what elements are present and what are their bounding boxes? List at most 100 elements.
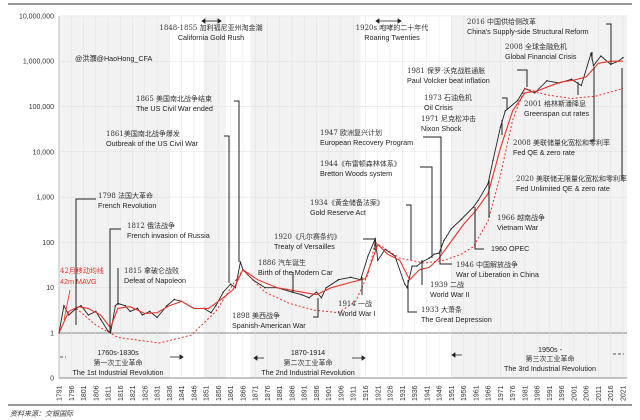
- data-point: [350, 276, 352, 278]
- era-2: 1870-1914 第二次工业革命 The 2nd Industrial Rev…: [261, 348, 355, 377]
- data-point: [301, 294, 303, 296]
- data-point: [504, 110, 506, 112]
- x-tick-label: 1801: [81, 385, 88, 401]
- annotation-leaders: [75, 23, 623, 333]
- y-tick-label: 0: [50, 376, 54, 383]
- svg-text:1950s -: 1950s -: [538, 345, 563, 354]
- data-point: [136, 307, 139, 310]
- era-arrows: [60, 352, 624, 361]
- data-point: [114, 305, 117, 307]
- x-tick-label: 1876: [265, 385, 272, 401]
- annotation-en: The Great Depression: [421, 315, 492, 324]
- data-point: [215, 305, 217, 307]
- annotation-leader: [590, 67, 595, 142]
- trend-trend2: [242, 242, 376, 314]
- svg-text:第三次工业革命: 第三次工业革命: [526, 354, 575, 363]
- svg-text:第一次工业革命: 第一次工业革命: [94, 358, 143, 367]
- svg-text:The 2nd Industrial Revolution: The 2nd Industrial Revolution: [261, 368, 355, 377]
- annotation-en: Gold Reserve Act: [310, 208, 366, 217]
- annotation-cn: 1914 一战: [338, 299, 372, 308]
- annotation-leader: [423, 136, 442, 253]
- x-tick-label: 1996: [559, 385, 566, 401]
- data-point: [499, 126, 502, 128]
- watermark: @洪灝@HaoHong_CFA: [75, 54, 153, 63]
- data-point: [124, 305, 126, 307]
- annotation-cn: 1933 大萧条: [421, 305, 462, 314]
- annotation-leader: [406, 204, 412, 260]
- annotation-cn: 1898 美西战争: [232, 311, 280, 320]
- annotation-en: Defeat of Napoleon: [124, 276, 186, 285]
- y-axis: 10,000,0001,000,000100,00010,0001,000100…: [19, 13, 54, 382]
- data-point: [600, 55, 602, 57]
- x-tick-label: 1796: [69, 385, 76, 401]
- x-tick-label: 1891: [302, 385, 309, 401]
- data-point: [492, 159, 494, 161]
- annotation-leader: [439, 253, 452, 265]
- data-point: [411, 265, 413, 267]
- y-tick-label: 10: [46, 285, 54, 292]
- data-point: [129, 310, 131, 313]
- annotation: 1960 OPEC: [491, 244, 529, 253]
- data-point: [234, 287, 237, 289]
- data-point: [210, 312, 212, 314]
- x-tick-label: 1841: [179, 385, 186, 401]
- data-point: [433, 253, 435, 255]
- svg-text:第二次工业革命: 第二次工业革命: [284, 358, 333, 367]
- data-point: [68, 314, 70, 316]
- annotation-en: Outbreak of the US Civil War: [106, 139, 199, 148]
- svg-text:1870-1914: 1870-1914: [291, 348, 325, 357]
- annotation-en: Fed Unlimited QE & zero rate: [516, 184, 610, 193]
- x-tick-label: 2001: [571, 385, 578, 401]
- data-point: [166, 305, 168, 307]
- annotation-cn: 1946 中国解放战争: [456, 260, 518, 269]
- annotation-cn: 1886 汽车诞生: [258, 258, 306, 267]
- x-tick-label: 1826: [142, 385, 149, 401]
- annotation-en: Fed QE & zero rate: [513, 148, 575, 157]
- data-point: [325, 287, 327, 289]
- data-point: [404, 283, 406, 285]
- annotation-en: Paul Volcker beat inflation: [407, 76, 490, 85]
- svg-text:1760s-1830s: 1760s-1830s: [97, 348, 139, 357]
- annotation-cn: 1966 越南战争: [497, 213, 545, 222]
- x-tick-label: 1906: [338, 385, 345, 401]
- annotation-en: Vietnam War: [497, 223, 539, 232]
- data-point: [367, 255, 369, 257]
- annotation-en: The US Civil War ended: [136, 104, 213, 113]
- data-point: [622, 56, 624, 59]
- data-point: [308, 297, 310, 299]
- x-tick-label: 1981: [522, 385, 529, 401]
- data-point: [173, 298, 175, 301]
- annotation-en: French invasion of Russia: [127, 231, 210, 240]
- annotation-leader: [109, 228, 121, 333]
- x-tick-label: 1936: [412, 385, 419, 401]
- legend-pointer: [63, 289, 71, 321]
- data-point: [63, 305, 65, 307]
- x-tick-label: 1976: [510, 385, 517, 401]
- annotation-leader: [517, 69, 528, 87]
- y-tick-label: 1,000,000: [23, 59, 54, 66]
- annotation-cn: 1920s 咆哮的二十年代: [356, 23, 429, 32]
- x-axis: 1791 1796 1801 1806 1811 1816 1821 1826 1831 1836…: [57, 385, 628, 401]
- data-point: [87, 314, 90, 316]
- top-period-arrows: [201, 18, 402, 24]
- data-point: [580, 84, 582, 87]
- annotation-cn: 1798 法国大革命: [98, 191, 153, 200]
- data-point: [533, 92, 536, 94]
- annotation-leader: [474, 207, 484, 250]
- data-point: [156, 316, 158, 319]
- era-3: 1950s - 第三次工业革命 The 3rd Industrial Revol…: [504, 345, 596, 373]
- legend-cn: 42月移动均线: [60, 266, 104, 275]
- x-tick-label: 1896: [314, 385, 321, 401]
